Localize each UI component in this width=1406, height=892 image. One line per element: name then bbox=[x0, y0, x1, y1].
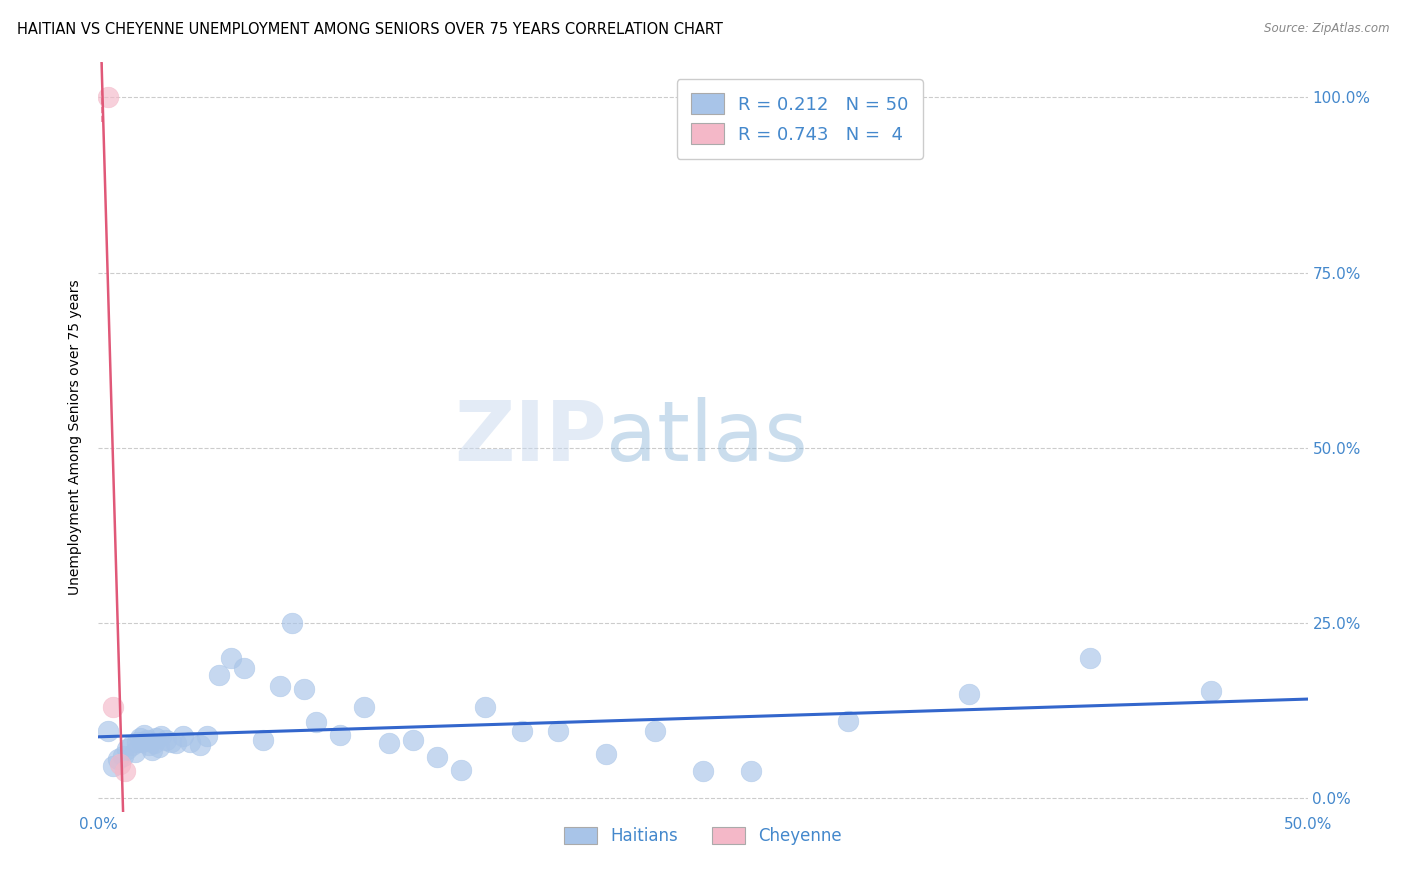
Point bbox=[128, 731, 150, 746]
Point bbox=[127, 734, 149, 748]
Point bbox=[188, 738, 211, 752]
Point bbox=[957, 687, 980, 701]
Point bbox=[108, 757, 131, 772]
Point bbox=[138, 738, 160, 752]
Point bbox=[692, 764, 714, 778]
Text: HAITIAN VS CHEYENNE UNEMPLOYMENT AMONG SENIORS OVER 75 YEARS CORRELATION CHART: HAITIAN VS CHEYENNE UNEMPLOYMENT AMONG S… bbox=[17, 22, 723, 37]
Point bbox=[145, 731, 167, 746]
Point bbox=[135, 733, 157, 747]
Point bbox=[97, 90, 120, 104]
Point bbox=[252, 733, 274, 747]
Point bbox=[117, 741, 139, 756]
Point bbox=[143, 736, 166, 750]
Point bbox=[141, 743, 163, 757]
Point bbox=[97, 724, 120, 739]
Point bbox=[474, 699, 496, 714]
Text: Source: ZipAtlas.com: Source: ZipAtlas.com bbox=[1264, 22, 1389, 36]
Point bbox=[124, 745, 146, 759]
Point bbox=[121, 738, 143, 752]
Point bbox=[305, 715, 328, 730]
Point bbox=[134, 728, 156, 742]
Point bbox=[111, 748, 134, 763]
Point bbox=[155, 733, 177, 747]
Point bbox=[221, 650, 243, 665]
Point bbox=[450, 763, 472, 777]
Point bbox=[292, 682, 315, 697]
Point bbox=[195, 729, 218, 743]
Point bbox=[172, 729, 194, 743]
Point bbox=[114, 764, 136, 778]
Point bbox=[148, 740, 170, 755]
Point bbox=[595, 747, 617, 762]
Point bbox=[165, 736, 187, 750]
Point bbox=[377, 736, 399, 750]
Point bbox=[208, 668, 231, 682]
Point bbox=[101, 759, 124, 773]
Point bbox=[1078, 650, 1101, 665]
Point bbox=[837, 714, 859, 728]
Legend: Haitians, Cheyenne: Haitians, Cheyenne bbox=[557, 821, 849, 852]
Point bbox=[547, 724, 569, 739]
Point bbox=[329, 728, 352, 742]
Point bbox=[402, 733, 425, 747]
Text: atlas: atlas bbox=[606, 397, 808, 477]
Point bbox=[510, 724, 533, 739]
Point bbox=[269, 679, 291, 693]
Point bbox=[281, 615, 304, 630]
Point bbox=[101, 699, 124, 714]
Point bbox=[232, 661, 254, 675]
Point bbox=[644, 724, 666, 739]
Text: ZIP: ZIP bbox=[454, 397, 606, 477]
Point bbox=[160, 734, 183, 748]
Y-axis label: Unemployment Among Seniors over 75 years: Unemployment Among Seniors over 75 years bbox=[69, 279, 83, 595]
Point bbox=[1199, 684, 1222, 698]
Point bbox=[740, 764, 762, 778]
Point bbox=[107, 752, 129, 766]
Point bbox=[150, 729, 173, 743]
Point bbox=[131, 734, 153, 748]
Point bbox=[179, 734, 201, 748]
Point bbox=[426, 750, 449, 764]
Point bbox=[353, 699, 375, 714]
